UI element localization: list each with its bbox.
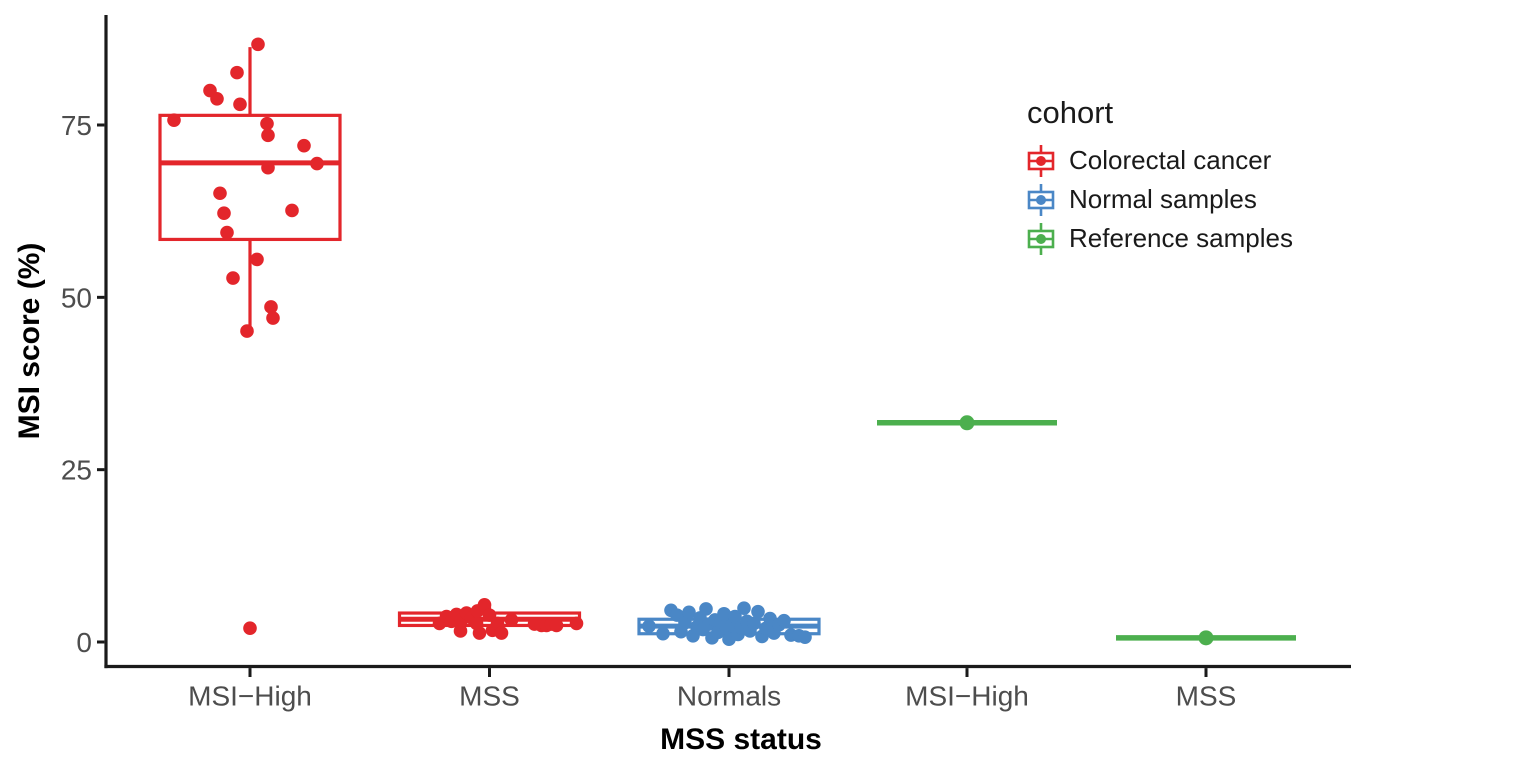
y-axis-title: MSI score (%) (13, 242, 46, 440)
boxplot-key-icon (1027, 222, 1055, 255)
data-point (250, 252, 264, 267)
data-point (261, 160, 275, 175)
y-tick-label: 75 (61, 110, 92, 141)
data-point (737, 601, 751, 616)
x-tick-label: Normals (677, 681, 781, 712)
data-point (213, 186, 227, 201)
data-point (226, 271, 240, 285)
data-point (230, 65, 244, 80)
data-point (569, 616, 584, 631)
legend-item-colorectal-cancer: Colorectal cancer (1025, 141, 1293, 180)
data-point (251, 37, 265, 52)
data-point (477, 597, 492, 612)
data-point (549, 618, 564, 633)
data-point (210, 92, 224, 106)
data-point (285, 203, 299, 218)
data-point (297, 138, 311, 153)
data-point (243, 621, 257, 636)
data-point (777, 613, 791, 628)
data-point (217, 206, 231, 221)
data-point (233, 97, 247, 112)
legend-item-reference-samples: Reference samples (1025, 219, 1293, 258)
data-point (494, 626, 509, 640)
data-point (656, 626, 670, 641)
data-point (504, 613, 519, 627)
legend: cohort Colorectal cancer Normal samples (1025, 95, 1293, 258)
data-point (472, 626, 487, 640)
y-tick-label: 0 (76, 627, 92, 658)
data-point (260, 116, 274, 131)
data-point (728, 609, 742, 624)
data-point (310, 156, 324, 171)
x-tick-label: MSI−High (188, 681, 312, 712)
data-point (751, 604, 765, 619)
data-point (1198, 630, 1214, 646)
data-point (264, 300, 278, 314)
boxplot-key-icon (1027, 144, 1055, 177)
legend-item-normal-samples: Normal samples (1025, 180, 1293, 219)
data-point (747, 616, 761, 631)
legend-label-colorectal-cancer: Colorectal cancer (1069, 145, 1272, 175)
legend-title: cohort (1027, 95, 1114, 130)
x-tick-label: MSI−High (905, 681, 1029, 712)
x-tick-label: MSS (459, 681, 520, 712)
data-point (798, 630, 812, 644)
data-point (240, 324, 254, 338)
x-tick-label: MSS (1176, 681, 1237, 712)
y-tick-label: 25 (61, 455, 92, 486)
data-point (678, 615, 692, 630)
data-point (453, 624, 468, 638)
x-axis-title: MSS status (660, 723, 822, 756)
data-point (699, 602, 713, 616)
data-point (717, 606, 731, 621)
data-point (959, 415, 975, 431)
legend-label-reference-samples: Reference samples (1069, 223, 1293, 253)
data-point (220, 225, 234, 240)
data-point (261, 128, 275, 143)
data-point (266, 311, 280, 325)
data-point (642, 619, 656, 633)
boxplot-key-icon (1027, 183, 1055, 216)
y-tick-label: 50 (61, 282, 92, 313)
legend-label-normal-samples: Normal samples (1069, 184, 1257, 214)
data-point (167, 113, 181, 127)
data-point (682, 605, 696, 620)
box-0 (158, 113, 342, 242)
